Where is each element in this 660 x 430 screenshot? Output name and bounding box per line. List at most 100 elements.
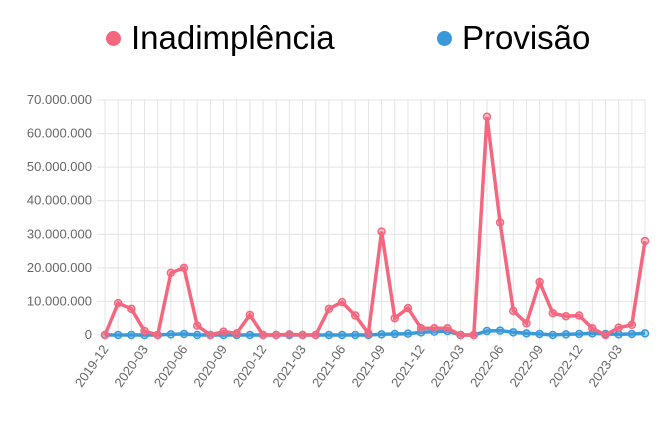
- x-tick-label: 2022-12: [546, 342, 586, 390]
- data-point[interactable]: [535, 277, 544, 287]
- data-point[interactable]: [337, 297, 347, 307]
- data-point[interactable]: [443, 324, 452, 333]
- data-point[interactable]: [548, 308, 558, 318]
- x-tick-label: 2019-12: [72, 342, 112, 390]
- data-point[interactable]: [350, 330, 360, 340]
- data-point[interactable]: [574, 329, 584, 339]
- data-point[interactable]: [469, 330, 479, 340]
- legend-marker-inadimplencia: [106, 30, 121, 46]
- data-point[interactable]: [127, 304, 136, 314]
- x-tick-label: 2023-03: [585, 342, 625, 390]
- data-point[interactable]: [258, 330, 268, 340]
- data-point[interactable]: [179, 329, 189, 339]
- data-point[interactable]: [614, 323, 623, 332]
- legend-label-inadimplencia: Inadimplência: [131, 19, 335, 56]
- data-point[interactable]: [627, 329, 637, 339]
- data-point[interactable]: [390, 329, 400, 339]
- data-point[interactable]: [324, 330, 334, 340]
- data-point[interactable]: [614, 330, 623, 339]
- data-point[interactable]: [311, 330, 320, 340]
- data-point[interactable]: [522, 319, 531, 328]
- y-tick-label: 0: [85, 327, 92, 342]
- data-point[interactable]: [548, 330, 558, 340]
- legend-marker-provisao: [437, 30, 452, 46]
- data-point[interactable]: [495, 326, 505, 335]
- y-axis-ticks: 0 10.000.000 20.000.000 30.000.000 40.000.00…: [27, 92, 92, 342]
- x-tick-label: 2022-09: [506, 342, 546, 390]
- data-point[interactable]: [245, 330, 255, 340]
- x-axis-ticks: 2019-12 2020-03 2020-06 2020-09 2020-12 2021-…: [72, 342, 625, 390]
- data-point[interactable]: [206, 330, 215, 340]
- data-point[interactable]: [627, 320, 637, 330]
- series-line-provisao: [105, 328, 646, 337]
- data-point[interactable]: [495, 218, 505, 227]
- series-inadimplencia: [100, 112, 650, 340]
- data-point[interactable]: [232, 329, 241, 338]
- y-tick-label: 70.000.000: [27, 92, 92, 107]
- data-point[interactable]: [509, 306, 518, 316]
- data-point[interactable]: [588, 324, 597, 333]
- data-point[interactable]: [522, 329, 531, 338]
- x-tick-label: 2020-12: [230, 342, 270, 390]
- data-point[interactable]: [364, 329, 373, 338]
- series-group: [100, 112, 650, 340]
- data-point[interactable]: [482, 326, 492, 336]
- data-point[interactable]: [245, 310, 255, 320]
- data-point[interactable]: [377, 330, 386, 339]
- data-point[interactable]: [482, 112, 492, 122]
- data-point[interactable]: [601, 330, 610, 340]
- data-point[interactable]: [377, 227, 386, 236]
- y-tick-label: 50.000.000: [27, 159, 92, 174]
- x-tick-label: 2020-03: [111, 342, 151, 390]
- x-tick-label: 2022-06: [467, 342, 507, 390]
- y-tick-label: 10.000.000: [27, 293, 92, 308]
- data-point[interactable]: [416, 324, 426, 333]
- legend-item-inadimplencia[interactable]: Inadimplência: [106, 18, 335, 58]
- data-point[interactable]: [509, 328, 518, 337]
- x-tick-label: 2020-06: [151, 342, 191, 390]
- data-point[interactable]: [403, 303, 413, 313]
- data-point[interactable]: [337, 330, 347, 340]
- y-tick-label: 40.000.000: [27, 193, 92, 208]
- data-point[interactable]: [403, 329, 413, 338]
- data-point[interactable]: [298, 330, 307, 340]
- data-point[interactable]: [192, 321, 202, 330]
- data-point[interactable]: [640, 236, 650, 246]
- y-tick-label: 20.000.000: [27, 260, 92, 275]
- series-line-inadimplencia: [103, 116, 647, 338]
- data-point[interactable]: [574, 311, 584, 320]
- data-point[interactable]: [166, 330, 176, 339]
- data-point[interactable]: [127, 330, 136, 340]
- y-tick-label: 60.000.000: [27, 126, 92, 141]
- x-tick-label: 2022-03: [427, 342, 467, 390]
- data-point[interactable]: [561, 330, 571, 339]
- data-point[interactable]: [153, 330, 162, 340]
- x-tick-label: 2020-09: [190, 342, 230, 390]
- data-point[interactable]: [166, 268, 176, 278]
- data-point[interactable]: [219, 327, 228, 336]
- data-point[interactable]: [324, 304, 334, 314]
- data-point[interactable]: [535, 329, 544, 339]
- data-point[interactable]: [430, 324, 439, 333]
- x-tick-label: 2021-09: [348, 342, 388, 390]
- y-tick-label: 30.000.000: [27, 226, 92, 241]
- data-point[interactable]: [640, 329, 650, 338]
- data-point[interactable]: [456, 330, 465, 340]
- data-point[interactable]: [179, 263, 189, 273]
- data-point[interactable]: [100, 330, 110, 340]
- legend-item-provisao[interactable]: Provisão: [437, 18, 590, 58]
- x-tick-label: 2021-03: [269, 342, 309, 390]
- x-tick-label: 2021-12: [388, 342, 428, 390]
- data-point[interactable]: [390, 313, 400, 323]
- data-point[interactable]: [350, 311, 360, 320]
- chart-legend: Inadimplência Provisão: [0, 18, 660, 62]
- data-point[interactable]: [561, 311, 571, 321]
- x-tick-label: 2021-06: [309, 342, 349, 390]
- data-point[interactable]: [285, 330, 294, 339]
- data-point[interactable]: [271, 330, 281, 340]
- data-point[interactable]: [113, 330, 123, 340]
- data-point[interactable]: [140, 326, 149, 336]
- data-point[interactable]: [113, 298, 123, 308]
- data-point[interactable]: [192, 330, 202, 340]
- legend-label-provisao: Provisão: [462, 19, 591, 56]
